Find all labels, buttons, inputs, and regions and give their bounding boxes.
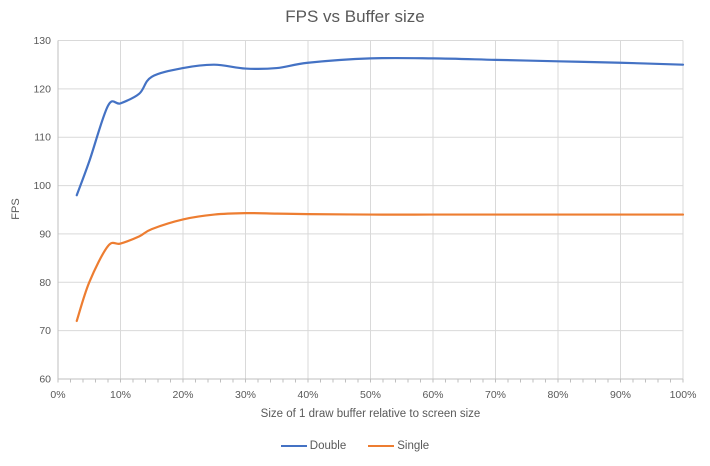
x-tick-label: 90% — [610, 389, 631, 401]
x-tick-label: 70% — [485, 389, 506, 401]
legend-line-single-icon — [368, 444, 395, 448]
y-tick-label: 110 — [34, 132, 51, 144]
y-tick-label: 100 — [33, 180, 51, 192]
y-tick-label: 80 — [39, 277, 51, 289]
x-tick-label: 80% — [547, 389, 568, 401]
x-tick-label: 40% — [297, 389, 318, 401]
legend-line-double-icon — [280, 444, 307, 448]
x-tick-label: 60% — [422, 389, 443, 401]
x-tick-label: 100% — [670, 389, 697, 401]
legend: Double Single — [0, 440, 710, 452]
series-line-single — [75, 212, 685, 323]
y-axis-title: FPS — [10, 198, 22, 220]
series-line-double — [75, 56, 685, 197]
chart-title: FPS vs Buffer size — [285, 7, 425, 26]
x-tick-label: 30% — [235, 389, 256, 401]
x-tick-label: 10% — [110, 389, 131, 401]
y-tick-label: 90 — [39, 228, 51, 240]
legend-label-single: Single — [397, 440, 430, 452]
y-tick-label: 70 — [39, 325, 51, 337]
legend-label-double: Double — [309, 440, 347, 452]
legend-item-double: Double — [280, 440, 347, 452]
y-tick-label: 60 — [39, 374, 51, 386]
x-tick-label: 20% — [172, 389, 193, 401]
x-tick-label: 0% — [50, 389, 65, 401]
x-tick-label: 50% — [360, 389, 381, 401]
y-tick-label: 130 — [33, 35, 51, 47]
y-tick-label: 120 — [33, 83, 51, 95]
x-axis-title: Size of 1 draw buffer relative to screen… — [260, 408, 481, 420]
legend-item-single: Single — [368, 440, 429, 452]
